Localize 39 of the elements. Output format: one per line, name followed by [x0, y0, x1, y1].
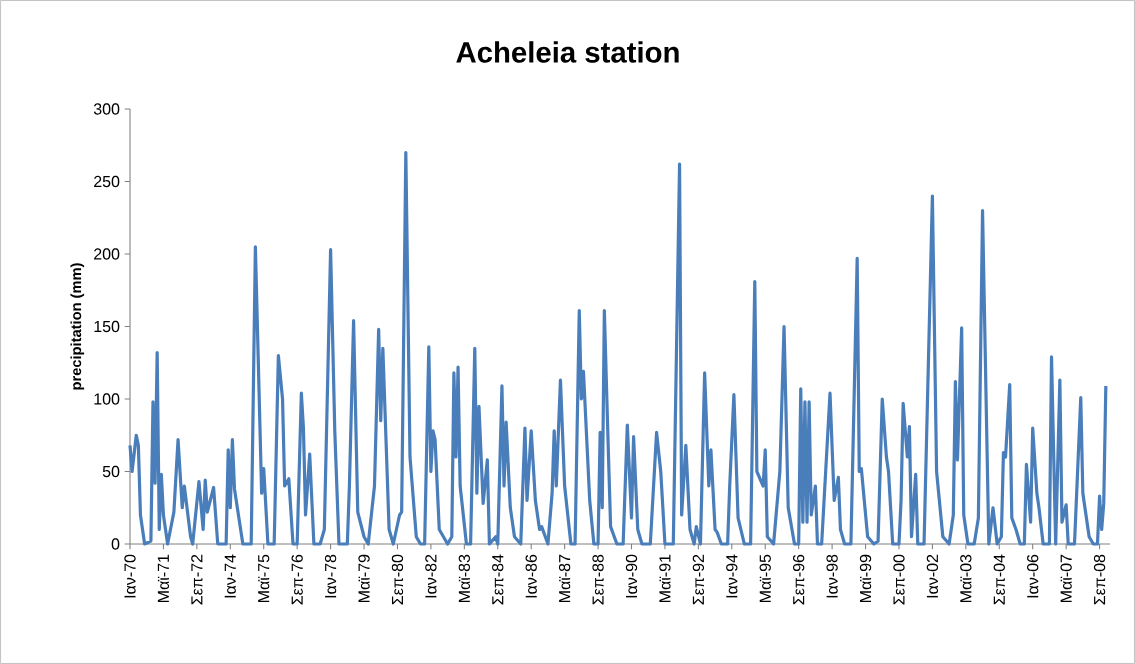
x-tick-label: Σεπ-72 [191, 554, 203, 605]
x-tick-label: Ιαν-06 [1027, 554, 1039, 598]
x-tick-label: Σεπ-76 [291, 554, 303, 605]
x-tick-label: Μαϊ-75 [258, 554, 270, 602]
chart-title: Acheleia station [456, 41, 679, 63]
x-tick-label: Ιαν-90 [625, 554, 638, 598]
x-tick-label: Ιαν-74 [224, 554, 236, 598]
x-tick-label: Ιαν-02 [926, 554, 939, 598]
x-tick-label: Σεπ-92 [692, 554, 705, 605]
x-tick-label: Μαϊ-79 [358, 554, 370, 602]
x-tick-label: Μαϊ-99 [859, 554, 872, 602]
x-tick-label: Σεπ-08 [1093, 554, 1106, 605]
x-tick-label: Σεπ-88 [592, 554, 604, 605]
x-tick-label: Σεπ-04 [993, 554, 1005, 605]
x-tick-label: Ιαν-98 [826, 554, 838, 598]
x-tick-label: Μαϊ-91 [659, 554, 671, 602]
x-tick-label: Σεπ-00 [893, 554, 905, 605]
x-tick-label: Μαϊ-83 [458, 554, 470, 602]
y-axis-title: precipitation (mm) [70, 263, 85, 390]
x-tick-label: Μαϊ-95 [759, 554, 771, 602]
x-tick-label: Μαϊ-87 [558, 554, 571, 602]
y-tick-label: 200 [94, 248, 120, 260]
x-tick-label: Ιαν-86 [525, 554, 537, 598]
x-tick-label: Σεπ-96 [793, 554, 805, 605]
x-tick-label: Μαϊ-07 [1060, 554, 1072, 602]
x-tick-label: Σεπ-84 [492, 554, 504, 605]
y-tick-label: 50 [102, 465, 120, 478]
y-tick-label: 150 [94, 320, 120, 333]
y-tick-label: 100 [94, 393, 120, 405]
y-tick-label: 0 [111, 538, 120, 550]
x-tick-label: Ιαν-70 [124, 554, 136, 598]
y-tick-label: 250 [94, 175, 120, 188]
y-tick-label: 300 [93, 103, 120, 115]
x-tick-label: Σεπ-80 [391, 554, 404, 605]
x-tick-label: Ιαν-78 [324, 554, 337, 598]
x-tick-label: Μαϊ-71 [157, 554, 170, 602]
x-tick-label: Ιαν-94 [726, 554, 738, 598]
x-tick-label: Μαϊ-03 [960, 554, 972, 602]
x-tick-label: Ιαν-82 [425, 554, 437, 598]
